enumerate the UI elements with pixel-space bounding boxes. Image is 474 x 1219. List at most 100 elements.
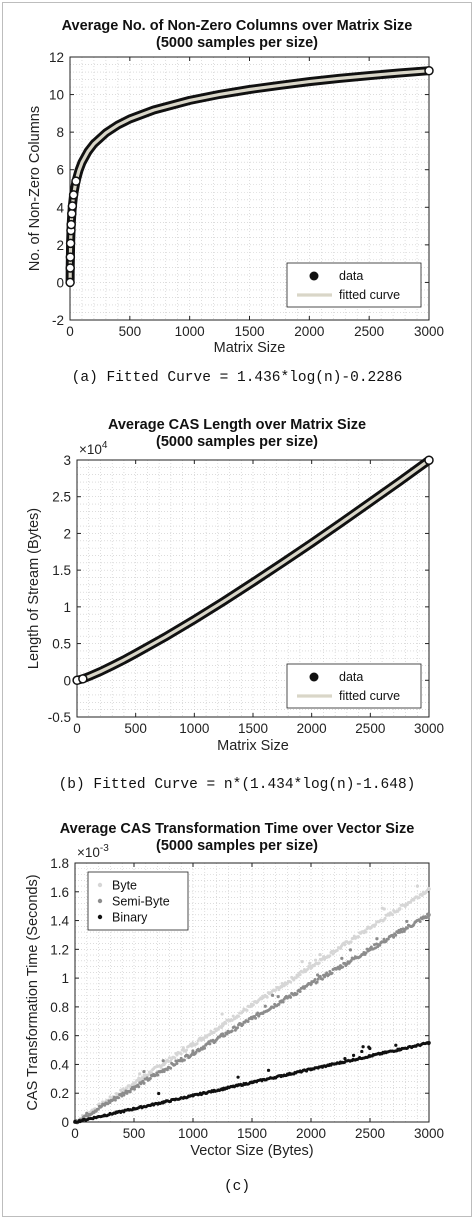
y-tick-label: 1 (63, 600, 71, 615)
data-point (161, 1100, 166, 1104)
legend-label-fitted: fitted curve (339, 288, 400, 302)
data-point-outlier (266, 1068, 271, 1072)
data-point (368, 1054, 372, 1058)
data-point (397, 930, 402, 934)
x-tick-label: 2000 (296, 1126, 326, 1141)
x-tick-label: 0 (66, 324, 74, 339)
y-tick-label: 0.5 (52, 637, 71, 652)
data-point (191, 1051, 195, 1055)
data-point (292, 978, 296, 982)
data-point (320, 977, 324, 981)
data-point (274, 988, 278, 992)
data-point (245, 1008, 249, 1012)
data-point (161, 1068, 166, 1072)
data-point (351, 936, 355, 940)
data-point (67, 208, 77, 219)
legend-label-fitted: fitted curve (339, 689, 400, 703)
data-point (250, 1080, 254, 1085)
data-point (417, 896, 421, 900)
data-point (175, 1061, 179, 1065)
legend-marker-data (309, 271, 319, 281)
x-tick-label: 2500 (354, 324, 384, 339)
data-point (65, 238, 76, 249)
data-point (191, 1093, 195, 1098)
x-axis-label: Vector Size (Bytes) (190, 1143, 313, 1159)
chart-subtitle: (5000 samples per size) (156, 434, 318, 450)
y-tick-label: 12 (49, 50, 64, 65)
data-point (220, 1087, 225, 1091)
data-point-outlier (367, 1045, 371, 1049)
data-point (224, 1021, 228, 1025)
y-tick-label: 0 (56, 275, 64, 290)
data-point (318, 974, 322, 978)
data-point (212, 1031, 216, 1035)
data-point (148, 1076, 152, 1080)
data-point (141, 1079, 145, 1083)
data-point (113, 1098, 117, 1102)
data-point (313, 977, 317, 981)
data-point-outlier (340, 956, 344, 960)
data-point (412, 898, 416, 902)
series-byte (73, 884, 431, 1124)
data-point-outlier (263, 1004, 267, 1008)
data-point (374, 923, 378, 927)
data-point (149, 1071, 153, 1075)
data-point-outlier (351, 1053, 356, 1057)
x-tick-label: 3000 (414, 721, 444, 736)
data-point (125, 1086, 129, 1090)
data-point (309, 964, 313, 969)
legend-label-0: Byte (112, 879, 137, 893)
data-point (427, 1041, 431, 1045)
data-point (161, 1062, 166, 1067)
x-tick-label: 0 (73, 721, 81, 736)
data-point-outlier (382, 907, 386, 911)
data-point-outlier (316, 973, 320, 977)
legend-label-1: Semi-Byte (112, 895, 170, 909)
data-point (165, 1068, 169, 1072)
data-point (279, 1074, 284, 1078)
data-point (424, 455, 434, 465)
x-tick-label: 3000 (414, 324, 444, 339)
data-point-outlier (220, 1012, 224, 1016)
data-point (368, 947, 372, 952)
data-point-outlier (313, 958, 318, 962)
data-point (427, 887, 431, 891)
y-tick-label: 0.6 (50, 1029, 69, 1044)
y-tick-label: 10 (49, 88, 64, 103)
chart-title: Average CAS Transformation Time over Vec… (60, 821, 415, 837)
data-point (397, 907, 402, 911)
y-tick-label: -0.5 (48, 710, 71, 725)
data-point (338, 1060, 343, 1065)
y-exponent-label: ×104 (79, 440, 108, 457)
data-point (394, 933, 398, 937)
data-point (364, 930, 368, 934)
data-point (145, 1076, 149, 1080)
data-point (132, 1081, 136, 1085)
data-point (182, 1058, 186, 1062)
series-binary (73, 1041, 431, 1124)
x-tick-label: 500 (119, 324, 142, 339)
data-point-outlier (276, 995, 280, 999)
data-point (117, 1096, 121, 1100)
chart-cas-length: Average CAS Length over Matrix Size(5000… (26, 417, 444, 754)
legend-label-data: data (339, 269, 363, 283)
data-point (179, 1056, 183, 1060)
data-point (420, 893, 424, 897)
data-point (338, 964, 343, 969)
x-tick-label: 2000 (294, 324, 324, 339)
data-point (330, 949, 334, 953)
data-point (67, 201, 78, 211)
data-point (71, 176, 81, 186)
data-point-outlier (375, 937, 379, 941)
legend-label-2: Binary (112, 911, 148, 925)
data-point (338, 946, 343, 950)
y-tick-label: 1.4 (50, 914, 69, 929)
caption-b: (b) Fitted Curve = n*(1.434*log(n)-1.648… (58, 777, 416, 793)
data-point (309, 1067, 313, 1071)
data-point (132, 1106, 136, 1111)
data-point (403, 904, 407, 908)
y-tick-label: 0.4 (50, 1057, 69, 1072)
y-tick-label: 0 (63, 673, 71, 688)
data-point-outlier (318, 953, 322, 957)
y-tick-label: 1.5 (52, 563, 71, 578)
